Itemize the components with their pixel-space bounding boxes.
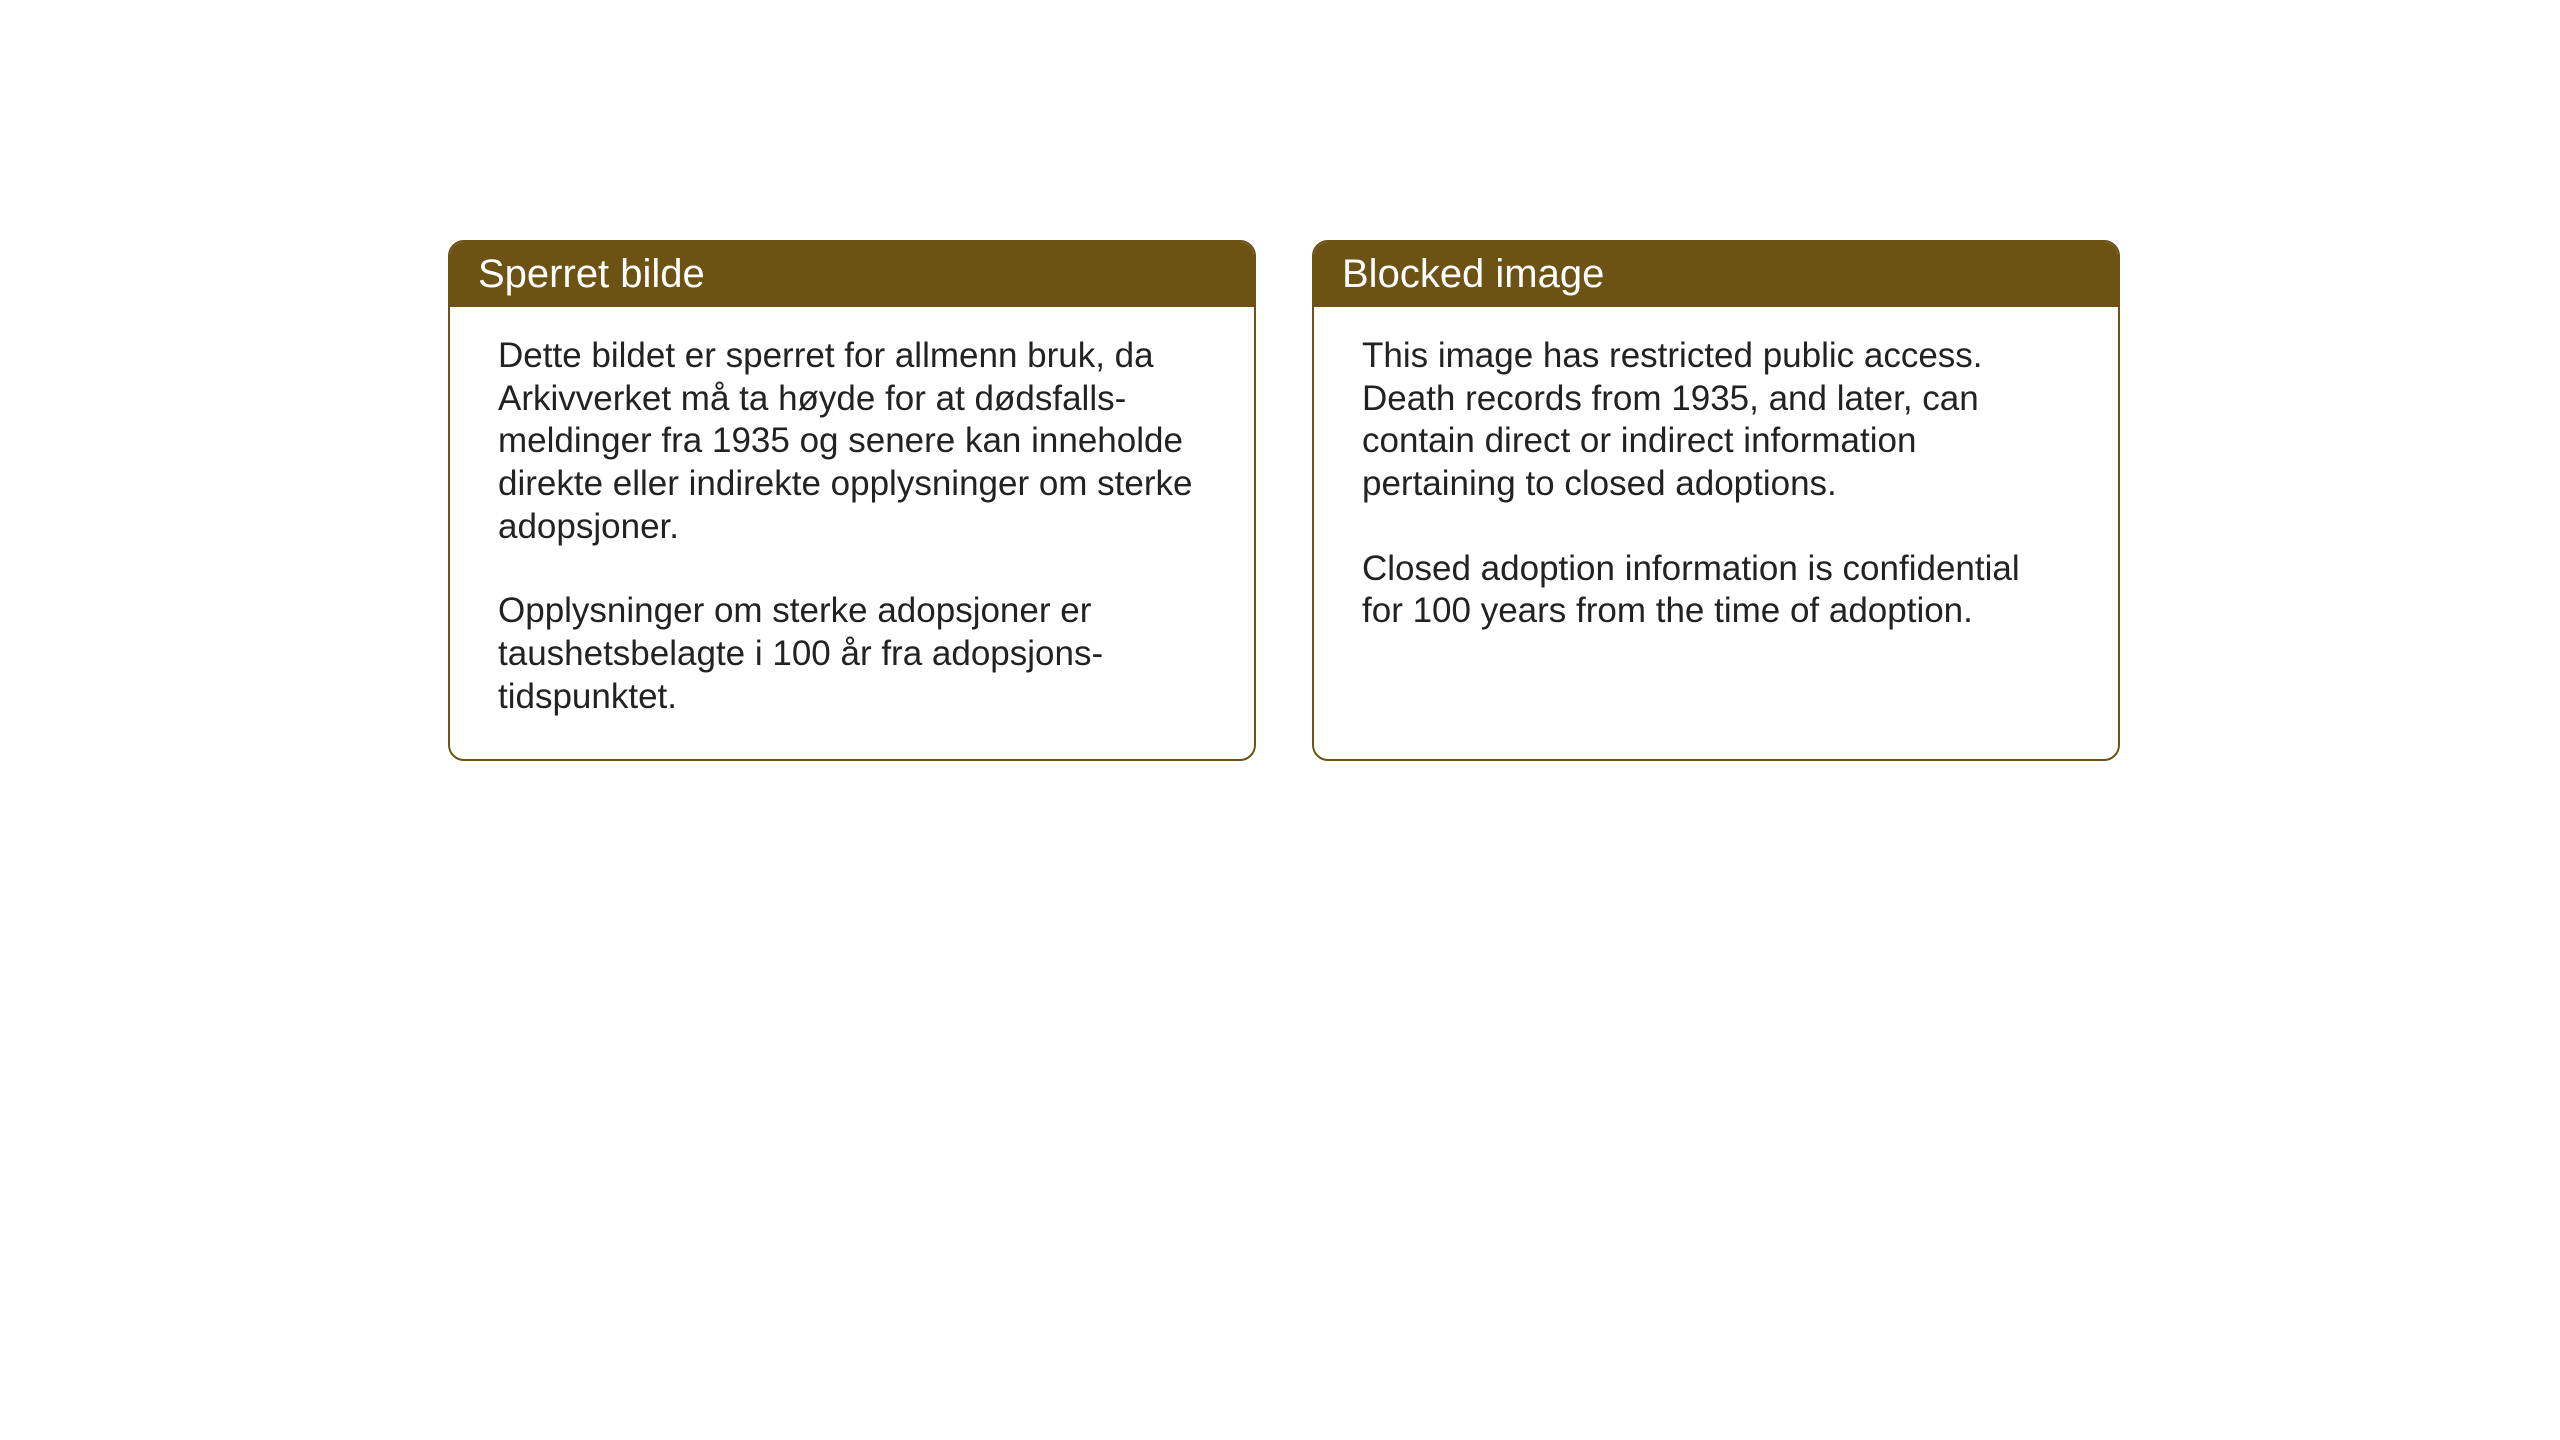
norwegian-paragraph-1: Dette bildet er sperret for allmenn bruk…: [498, 335, 1206, 548]
norwegian-card-body: Dette bildet er sperret for allmenn bruk…: [450, 307, 1254, 759]
english-card-body: This image has restricted public access.…: [1314, 307, 2118, 727]
english-notice-card: Blocked image This image has restricted …: [1312, 240, 2120, 761]
norwegian-notice-card: Sperret bilde Dette bildet er sperret fo…: [448, 240, 1256, 761]
norwegian-card-title: Sperret bilde: [450, 242, 1254, 307]
norwegian-paragraph-2: Opplysninger om sterke adopsjoner er tau…: [498, 590, 1206, 718]
english-paragraph-1: This image has restricted public access.…: [1362, 335, 2070, 506]
english-paragraph-2: Closed adoption information is confident…: [1362, 548, 2070, 633]
notice-container: Sperret bilde Dette bildet er sperret fo…: [448, 240, 2120, 761]
english-card-title: Blocked image: [1314, 242, 2118, 307]
